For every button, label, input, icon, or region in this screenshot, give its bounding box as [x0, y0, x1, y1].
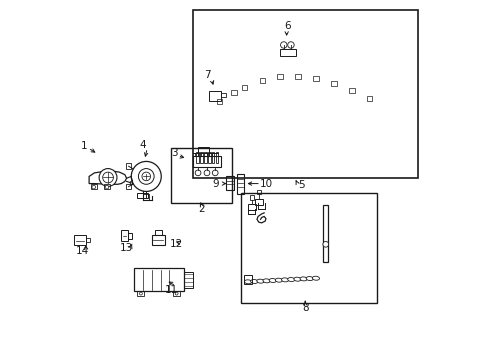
Bar: [125, 184, 131, 189]
Text: 9: 9: [212, 179, 219, 189]
Ellipse shape: [287, 278, 294, 282]
Bar: [203, 152, 206, 163]
Text: 5: 5: [298, 180, 305, 190]
Text: 13: 13: [120, 243, 133, 253]
Circle shape: [287, 42, 294, 48]
Bar: [295, 74, 300, 79]
Bar: [86, 238, 90, 242]
Bar: [225, 176, 233, 190]
Bar: [208, 91, 221, 101]
Bar: [173, 292, 180, 296]
Bar: [279, 49, 295, 56]
Bar: [200, 152, 203, 163]
Text: 10: 10: [259, 179, 272, 189]
Text: 14: 14: [75, 247, 88, 256]
Bar: [323, 205, 328, 262]
Bar: [183, 272, 192, 288]
Bar: [125, 163, 131, 169]
Text: 6: 6: [284, 21, 290, 31]
Circle shape: [105, 185, 108, 189]
Ellipse shape: [244, 280, 251, 284]
Bar: [241, 85, 247, 90]
Circle shape: [142, 172, 150, 181]
Bar: [366, 96, 372, 102]
Text: 1: 1: [80, 141, 87, 151]
Bar: [211, 152, 214, 163]
Bar: [255, 199, 263, 205]
Bar: [257, 190, 261, 194]
Ellipse shape: [300, 277, 306, 281]
Bar: [121, 230, 127, 242]
Text: 8: 8: [301, 303, 308, 313]
Bar: [277, 74, 283, 79]
Bar: [207, 152, 210, 163]
Ellipse shape: [293, 277, 301, 281]
Bar: [196, 152, 199, 163]
Ellipse shape: [250, 279, 257, 283]
Bar: [91, 184, 97, 189]
Text: 2: 2: [198, 204, 204, 214]
Text: 4: 4: [139, 140, 146, 150]
Circle shape: [92, 185, 95, 189]
Ellipse shape: [268, 279, 276, 283]
Bar: [137, 193, 148, 198]
Bar: [216, 99, 222, 104]
Bar: [215, 152, 218, 163]
Bar: [192, 156, 221, 167]
Bar: [74, 235, 86, 245]
Circle shape: [130, 181, 134, 185]
Bar: [155, 230, 162, 235]
Text: 7: 7: [203, 69, 210, 80]
Circle shape: [203, 170, 209, 176]
Ellipse shape: [281, 278, 288, 282]
Ellipse shape: [256, 279, 264, 283]
Circle shape: [131, 161, 161, 192]
Bar: [192, 10, 417, 178]
Bar: [312, 76, 318, 81]
Bar: [198, 147, 208, 156]
Bar: [221, 93, 225, 97]
Polygon shape: [89, 171, 126, 184]
Circle shape: [280, 42, 286, 48]
Bar: [236, 174, 244, 194]
Ellipse shape: [312, 276, 319, 280]
Bar: [249, 195, 254, 200]
Ellipse shape: [305, 276, 313, 280]
Bar: [247, 204, 255, 210]
Bar: [143, 194, 149, 200]
Bar: [259, 78, 264, 83]
Bar: [104, 184, 110, 189]
Bar: [241, 193, 376, 303]
Bar: [134, 268, 183, 292]
Circle shape: [175, 292, 178, 295]
Text: 11: 11: [164, 285, 178, 295]
Bar: [137, 292, 144, 296]
Circle shape: [102, 172, 113, 183]
Circle shape: [99, 168, 117, 186]
Text: 12: 12: [170, 239, 183, 249]
Circle shape: [322, 242, 328, 247]
Text: 3: 3: [171, 148, 178, 158]
Bar: [151, 235, 165, 245]
Circle shape: [212, 170, 218, 176]
Bar: [348, 88, 354, 93]
Bar: [244, 275, 251, 284]
Circle shape: [195, 170, 201, 176]
Circle shape: [138, 168, 154, 184]
Ellipse shape: [275, 278, 282, 282]
Ellipse shape: [263, 279, 269, 283]
Bar: [127, 233, 132, 239]
Bar: [330, 81, 336, 86]
Bar: [230, 90, 236, 95]
Circle shape: [139, 292, 142, 295]
Bar: [171, 148, 231, 203]
